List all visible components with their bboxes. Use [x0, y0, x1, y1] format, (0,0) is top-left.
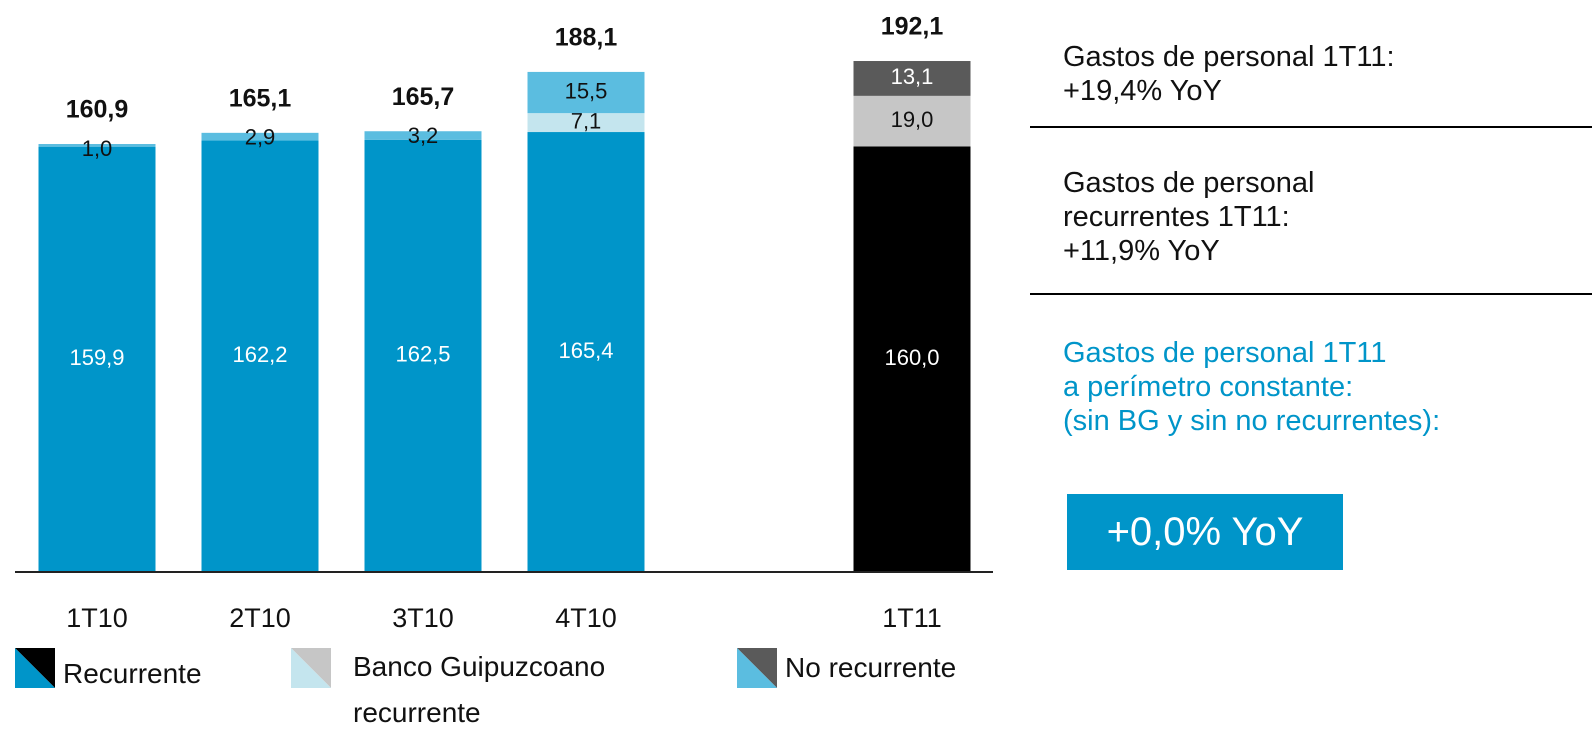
legend-swatch — [15, 648, 55, 688]
value-label: 160,0 — [884, 345, 939, 370]
x-tick-label: 3T10 — [392, 603, 454, 633]
bar-segment — [201, 140, 319, 572]
divider — [1030, 126, 1592, 128]
bar-segment — [853, 146, 971, 572]
note: Gastos de personal 1T11: +19,4% YoY — [1063, 40, 1395, 108]
value-label: 1,0 — [82, 136, 113, 161]
total-label: 165,7 — [392, 83, 455, 111]
bar-segment — [364, 139, 482, 572]
note-line: a perímetro constante: — [1063, 371, 1354, 403]
note-line: Gastos de personal 1T11 — [1063, 337, 1387, 369]
legend-label: No recurrente — [785, 652, 957, 683]
legend-label: Banco Guipuzcoano recurrente — [353, 651, 606, 728]
value-label: 165,4 — [558, 338, 613, 363]
total-label: 165,1 — [229, 84, 292, 112]
x-tick-label: 4T10 — [555, 603, 617, 633]
chart: 1T10 159,9 1,0 160,9 2T10 162,2 2,9 165,1 3T10 16… — [15, 13, 993, 633]
value-label: 13,1 — [891, 64, 934, 89]
x-tick-label: 1T11 — [882, 603, 942, 633]
value-label: 15,5 — [565, 78, 608, 103]
bar-segment — [527, 71, 645, 114]
note-line: +11,9% YoY — [1063, 235, 1220, 267]
value-label: 162,2 — [232, 342, 287, 367]
note-line: Gastos de personal 1T11: — [1063, 41, 1395, 73]
value-label: 19,0 — [891, 107, 934, 132]
value-label: 2,9 — [245, 125, 276, 150]
note: Gastos de personal recurrentes 1T11: +11,9… — [1063, 166, 1314, 268]
bar-segment — [364, 131, 482, 140]
total-label: 192,1 — [881, 13, 944, 41]
note-line: +19,4% YoY — [1063, 75, 1222, 107]
value-label: 159,9 — [69, 345, 124, 370]
total-label: 188,1 — [555, 23, 618, 51]
bar-segment — [201, 132, 319, 141]
legend-item: No recurrente — [737, 648, 956, 688]
x-tick-label: 1T10 — [66, 603, 128, 633]
highlight-box: +0,0% YoY — [1067, 494, 1343, 570]
total-label: 160,9 — [66, 96, 129, 124]
note-line: recurrentes 1T11: — [1063, 201, 1290, 233]
bar-segment — [527, 113, 645, 133]
bar-segment — [527, 132, 645, 572]
divider — [1030, 293, 1592, 295]
value-label: 3,2 — [408, 123, 439, 148]
note: Gastos de personal 1T11 a perímetro const… — [1063, 336, 1440, 438]
note-line: Gastos de personal — [1063, 167, 1315, 199]
legend-item: Banco Guipuzcoano recurrente — [291, 648, 653, 736]
bar-segment — [38, 146, 156, 572]
note-line: (sin BG y sin no recurrentes): — [1063, 405, 1441, 437]
x-tick-label: 2T10 — [229, 603, 291, 633]
bar-segment — [853, 95, 971, 147]
legend-item: Recurrente — [15, 648, 202, 694]
legend-swatch — [737, 648, 777, 688]
legend-label: Recurrente — [63, 658, 202, 689]
legend-swatch — [291, 648, 331, 688]
value-label: 162,5 — [395, 342, 450, 367]
bar-segment — [853, 61, 971, 96]
bar-segment — [38, 144, 156, 147]
